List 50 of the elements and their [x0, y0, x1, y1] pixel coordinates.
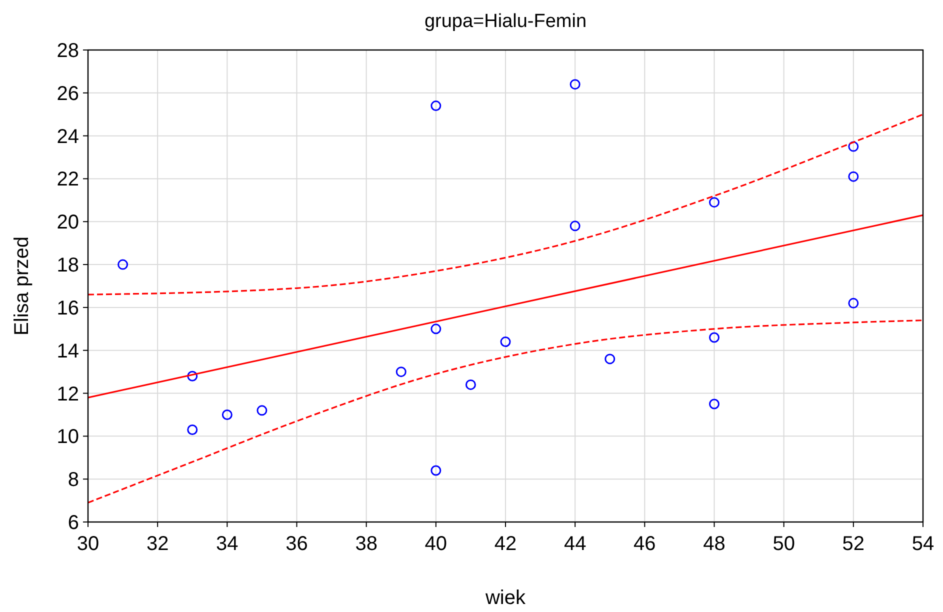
y-tick-label: 10: [56, 426, 79, 448]
point: [709, 332, 720, 343]
y-tick-label: 28: [56, 40, 79, 62]
point: [570, 79, 580, 90]
point: [222, 409, 232, 420]
line-series: [88, 114, 923, 296]
x-tick-label: 46: [634, 533, 656, 555]
point: [396, 366, 406, 378]
point: [256, 405, 268, 416]
point: [430, 324, 442, 334]
y-axis-title: Elisa przed: [11, 236, 33, 336]
y-tick-label: 8: [68, 469, 79, 492]
x-axis-title: wiek: [484, 587, 526, 609]
point: [848, 298, 859, 308]
point: [604, 354, 616, 364]
y-tick-label: 6: [68, 512, 79, 534]
x-tick-label: 32: [146, 533, 169, 555]
x-tick-label: 30: [76, 533, 100, 555]
x-tick-label: 52: [842, 533, 865, 555]
chart-title: grupa=Hialu-Femin: [424, 11, 587, 32]
x-tick-label: 40: [424, 533, 448, 555]
x-tick-label: 44: [564, 533, 586, 555]
y-tick-label: 22: [56, 168, 79, 191]
y-tick-label: 20: [56, 212, 79, 234]
point: [465, 379, 476, 390]
point: [187, 370, 198, 382]
point: [848, 141, 859, 152]
point: [709, 398, 720, 410]
y-tick-label: 16: [56, 297, 79, 320]
point: [430, 465, 442, 476]
point: [430, 100, 442, 112]
point: [500, 336, 511, 348]
y-tick-label: 14: [56, 340, 79, 362]
point: [570, 220, 580, 232]
x-tick-label: 48: [703, 533, 726, 555]
x-tick-label: 50: [772, 533, 795, 555]
x-tick-label: 54: [912, 533, 934, 555]
x-tick-label: 38: [355, 533, 378, 555]
point: [187, 424, 198, 435]
line-series: [88, 320, 923, 504]
point: [848, 171, 859, 182]
x-tick-label: 42: [494, 533, 517, 555]
y-tick-label: 24: [56, 126, 79, 148]
x-tick-label: 36: [286, 533, 308, 555]
point: [709, 197, 720, 208]
x-tick-label: 34: [216, 533, 238, 555]
y-tick-label: 18: [56, 254, 79, 277]
y-tick-label: 12: [56, 383, 79, 406]
y-tick-label: 26: [56, 82, 79, 105]
point: [118, 259, 128, 270]
